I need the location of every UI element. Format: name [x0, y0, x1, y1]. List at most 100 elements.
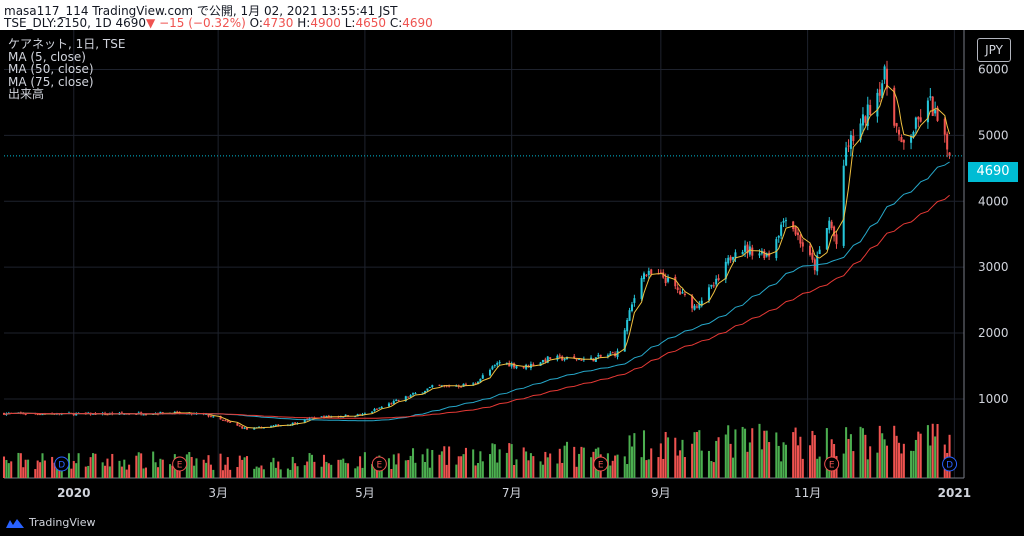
- volume-bar: [72, 461, 75, 478]
- volume-bar: [683, 457, 686, 478]
- volume-bar: [106, 458, 109, 478]
- candle-body: [763, 250, 766, 259]
- candle-body: [209, 416, 212, 418]
- candle-body: [472, 383, 475, 385]
- volume-bar: [108, 466, 111, 478]
- candlestick-chart[interactable]: D E E E E D 1000 2000 3000 4000 5000 6000 2020 3月 5月…: [0, 0, 1024, 510]
- candle-body: [508, 362, 511, 367]
- volume-bar: [229, 469, 232, 478]
- candle-body: [796, 232, 800, 236]
- volume-bar: [371, 464, 374, 478]
- volume-bar: [510, 444, 513, 478]
- candle-body: [291, 422, 294, 426]
- volume-bar: [898, 442, 901, 478]
- candle-body: [424, 390, 427, 393]
- volume-bar: [476, 463, 480, 478]
- volume-bar: [125, 469, 128, 478]
- volume-bar: [611, 460, 614, 478]
- candle-body: [320, 416, 323, 418]
- candle-body: [744, 245, 747, 252]
- candle-body: [342, 416, 345, 418]
- candle-body: [628, 310, 631, 321]
- volume-bar: [289, 469, 292, 478]
- volume-bar: [575, 466, 578, 478]
- volume-bar: [308, 453, 311, 478]
- candle-body: [380, 406, 383, 408]
- volume-bar: [751, 428, 754, 478]
- volume-bar: [262, 469, 265, 478]
- volume-bar: [455, 464, 458, 478]
- volume-bar: [758, 423, 761, 478]
- candle-body: [914, 117, 917, 129]
- volume-bar: [645, 460, 648, 478]
- volume-bar: [775, 432, 778, 478]
- time-axis[interactable]: 2020 3月 5月 7月 9月 11月 2021: [57, 486, 971, 500]
- volume-bar: [529, 453, 532, 478]
- volume-bar: [313, 461, 316, 478]
- low-label: L:: [344, 16, 356, 30]
- volume-bar: [885, 445, 889, 478]
- candle-body: [409, 395, 412, 398]
- volume-bar: [763, 430, 766, 478]
- volume-bar: [330, 464, 333, 478]
- candle-body: [765, 253, 768, 257]
- volume-bar: [387, 458, 390, 478]
- volume-bar: [5, 459, 8, 478]
- volume-bar: [532, 456, 535, 478]
- volume-bar: [917, 431, 920, 478]
- candle-body: [876, 92, 879, 117]
- volume-bar: [421, 454, 424, 478]
- candle-body: [556, 355, 559, 360]
- volume-bar: [565, 441, 569, 478]
- volume-bar: [556, 463, 559, 478]
- candle-body: [354, 416, 357, 418]
- volume-bar: [864, 434, 867, 478]
- candle-body: [106, 414, 109, 416]
- event-marker-label: D: [58, 461, 65, 471]
- candle-body: [373, 408, 376, 412]
- volume-bar: [303, 465, 306, 478]
- candle-body: [667, 277, 670, 282]
- candle-body: [407, 396, 410, 398]
- volume-bar: [845, 427, 848, 478]
- candle-body: [428, 386, 431, 388]
- candle-body: [679, 291, 682, 295]
- volume-bar: [219, 453, 222, 478]
- candle-body: [327, 415, 330, 417]
- high-value: 4900: [310, 16, 341, 30]
- candle-body: [782, 220, 785, 223]
- volume-bar: [296, 466, 299, 478]
- volume-bar: [359, 456, 362, 478]
- currency-button[interactable]: JPY: [977, 38, 1011, 62]
- event-marker-label: D: [946, 461, 953, 471]
- candle-body: [294, 422, 297, 424]
- price-axis[interactable]: 1000 2000 3000 4000 5000 6000: [978, 63, 1009, 406]
- volume-bar: [876, 452, 879, 478]
- candle-body: [943, 118, 946, 135]
- volume-bar: [10, 461, 13, 478]
- volume-bar: [255, 466, 258, 478]
- candle-body: [845, 147, 848, 166]
- candle-body: [41, 414, 44, 416]
- volume-bar: [58, 465, 61, 478]
- candle-body: [397, 399, 400, 401]
- volume-bar: [70, 468, 73, 478]
- volume-bar: [724, 434, 727, 478]
- candle-body: [371, 411, 374, 413]
- candle-body: [732, 257, 735, 260]
- volume-bar: [849, 434, 852, 478]
- volume-bar: [546, 457, 549, 478]
- volume-bar: [808, 445, 812, 478]
- volume-bar: [55, 468, 58, 478]
- volume-bar: [861, 428, 864, 478]
- tradingview-logo[interactable]: TradingView: [5, 516, 95, 529]
- candle-body: [662, 272, 665, 278]
- event-marker-label: E: [376, 461, 382, 471]
- price-tick-label: 2000: [978, 326, 1009, 340]
- volume-bar: [698, 430, 701, 478]
- candle-body: [599, 354, 602, 357]
- candle-body: [816, 255, 819, 272]
- volume-bar: [462, 454, 465, 478]
- candle-body: [493, 364, 496, 366]
- candle-body: [717, 278, 720, 281]
